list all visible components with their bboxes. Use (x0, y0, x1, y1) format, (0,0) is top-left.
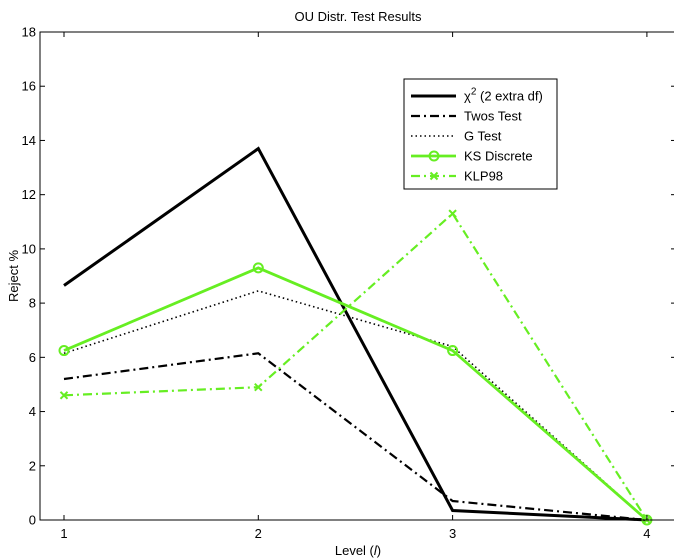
series-line-g-test (63, 290, 648, 521)
x-tick-label: 3 (449, 526, 456, 541)
y-tick-label: 6 (29, 350, 36, 365)
legend-label-twos-test: Twos Test (464, 109, 522, 124)
x-tick-label: 1 (60, 526, 67, 541)
x-axis-label: Level (l) (335, 543, 381, 558)
series-klp98-point (448, 209, 457, 218)
x-tick-label: 4 (643, 526, 650, 541)
series-ks-discrete-point (58, 345, 70, 357)
legend-label-ks-discrete: KS Discrete (464, 149, 533, 164)
y-tick-label: 8 (29, 296, 36, 311)
plot-frame (39, 31, 674, 521)
plot-area (58, 146, 653, 526)
y-tick-label: 2 (29, 458, 36, 473)
legend-klp98-point (429, 171, 439, 181)
series-ks-discrete-point (447, 345, 459, 357)
series-klp98-point (254, 382, 263, 392)
series-ks-discrete-point (252, 262, 264, 274)
legend-label-g-test: G Test (464, 129, 502, 144)
legend-label-2-extra-df: χ2 (2 extra df) (464, 87, 543, 104)
y-tick-label: 10 (22, 241, 36, 256)
series-klp98-point (59, 391, 69, 400)
y-tick-label: 18 (22, 25, 36, 40)
legend-ks-discrete-point (428, 150, 440, 162)
y-tick-label: 12 (22, 187, 36, 202)
series-line-ks-discrete (63, 266, 648, 522)
y-axis-label: Reject % (6, 250, 21, 302)
y-tick-label: 4 (29, 404, 36, 419)
series-line-klp98 (63, 211, 648, 521)
series-line-twos-test (63, 352, 648, 522)
y-tick-label: 14 (22, 133, 36, 148)
y-tick-label: 0 (29, 513, 36, 528)
legend-label-klp98: KLP98 (464, 169, 503, 184)
x-tick-label: 2 (255, 526, 262, 541)
chart-title: OU Distr. Test Results (295, 9, 422, 24)
y-tick-label: 16 (22, 79, 36, 94)
series-line-2-extra-df (63, 146, 647, 522)
legend: χ2 (2 extra df) Twos Test G Test KS Discret… (403, 78, 558, 190)
